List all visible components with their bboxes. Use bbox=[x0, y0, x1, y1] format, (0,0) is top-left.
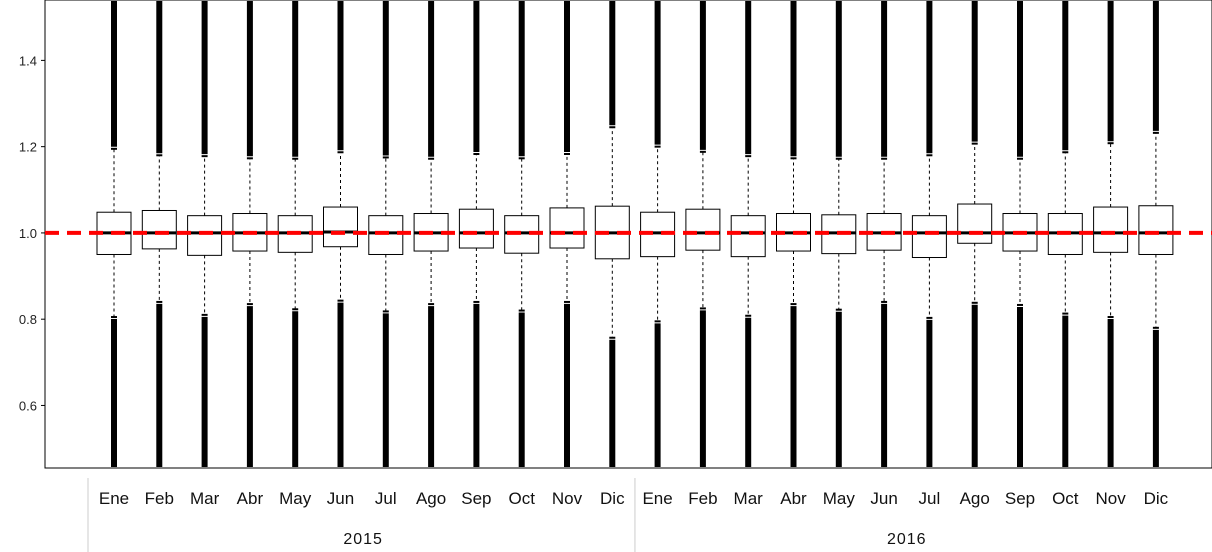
outlier-points bbox=[111, 1, 1159, 467]
x-tick-label-2015-dic: Dic bbox=[600, 489, 625, 508]
y-tick-label-1: 0.8 bbox=[19, 312, 37, 327]
x-tick-label-2016-oct: Oct bbox=[1052, 489, 1079, 508]
x-tick-label-2016-jun: Jun bbox=[870, 489, 897, 508]
whiskers bbox=[111, 126, 1159, 339]
x-tick-label-2015-ene: Ene bbox=[99, 489, 129, 508]
box-2016-dic bbox=[1138, 205, 1174, 255]
group-label-2015: 2015 bbox=[343, 531, 383, 548]
x-tick-label-2016-may: May bbox=[823, 489, 856, 508]
box-2015-nov bbox=[549, 207, 585, 249]
x-tick-label-2016-sep: Sep bbox=[1005, 489, 1035, 508]
x-tick-label-2015-mar: Mar bbox=[190, 489, 220, 508]
box-2015-jul bbox=[368, 215, 404, 255]
x-axis: Ene Feb Mar Abr May Jun Jul Ago Sep Oct Nov Dic 2015… bbox=[87, 478, 1169, 552]
box-2016-ago bbox=[957, 203, 993, 244]
x-tick-label-2015-may: May bbox=[279, 489, 312, 508]
y-tick-label-3: 1.2 bbox=[19, 140, 37, 155]
box-2016-nov bbox=[1093, 206, 1129, 253]
x-tick-label-2016-abr: Abr bbox=[780, 489, 807, 508]
box-2016-jul bbox=[911, 215, 947, 259]
boxes bbox=[96, 203, 1174, 260]
y-tick-label-4: 1.4 bbox=[19, 53, 37, 68]
x-tick-label-2015-feb: Feb bbox=[145, 489, 174, 508]
group-label-2016: 2016 bbox=[887, 531, 927, 548]
x-tick-label-2016-ago: Ago bbox=[960, 489, 990, 508]
x-tick-label-2016-jul: Jul bbox=[919, 489, 941, 508]
y-axis: 0.6 0.8 1.0 1.2 1.4 bbox=[19, 53, 45, 413]
x-tick-label-2015-sep: Sep bbox=[461, 489, 491, 508]
x-tick-label-2016-nov: Nov bbox=[1095, 489, 1126, 508]
x-tick-label-2015-jul: Jul bbox=[375, 489, 397, 508]
box-2016-mar bbox=[730, 215, 766, 258]
box-2015-mar bbox=[187, 215, 223, 256]
x-tick-label-2015-jun: Jun bbox=[327, 489, 354, 508]
box-2015-jun bbox=[323, 206, 358, 248]
x-tick-label-2016-ene: Ene bbox=[642, 489, 672, 508]
x-tick-label-2015-ago: Ago bbox=[416, 489, 446, 508]
x-tick-label-2016-dic: Dic bbox=[1144, 489, 1169, 508]
x-tick-label-2015-oct: Oct bbox=[508, 489, 535, 508]
x-tick-label-2015-abr: Abr bbox=[237, 489, 264, 508]
box-2016-feb bbox=[685, 208, 721, 251]
x-tick-label-2015-nov: Nov bbox=[552, 489, 583, 508]
x-tick-label-2016-mar: Mar bbox=[734, 489, 764, 508]
y-tick-label-0: 0.6 bbox=[19, 398, 37, 413]
y-tick-label-2: 1.0 bbox=[19, 226, 37, 241]
x-tick-label-2016-feb: Feb bbox=[688, 489, 717, 508]
box-2015-sep bbox=[458, 208, 494, 249]
box-2015-feb bbox=[141, 209, 177, 250]
